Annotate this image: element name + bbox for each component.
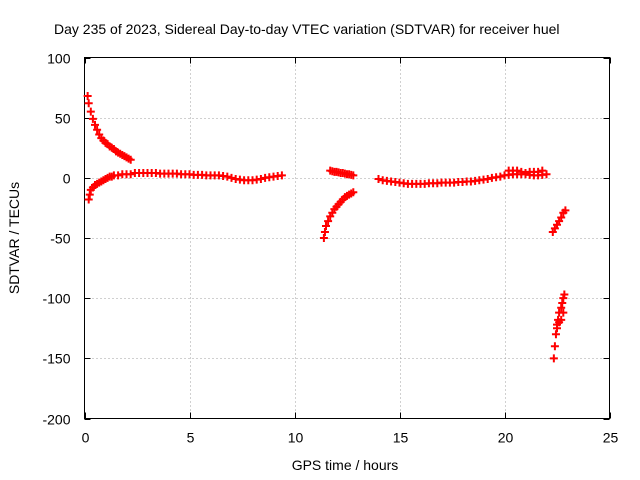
data-point (93, 125, 102, 134)
data-point (483, 175, 492, 184)
data-series (319, 188, 358, 242)
x-tick-label: 20 (498, 430, 514, 446)
x-axis-title: GPS time / hours (292, 457, 399, 473)
data-series (549, 290, 569, 363)
y-axis-title: SDTVAR / TECUs (6, 182, 22, 294)
grid (84, 57, 610, 419)
data-point (551, 330, 560, 339)
ticks (84, 57, 611, 420)
chart-title: Day 235 of 2023, Sidereal Day-to-day VTE… (54, 21, 560, 37)
x-tick-label: 0 (82, 430, 90, 446)
data-point (557, 315, 566, 324)
data-point (550, 342, 559, 351)
data-point (517, 167, 526, 176)
data-point (542, 170, 551, 179)
data-point (557, 303, 566, 312)
y-tick-label: 100 (47, 51, 71, 67)
data-point (256, 175, 265, 184)
data-point (227, 173, 236, 182)
x-tick-label: 25 (603, 430, 619, 446)
data-point (349, 171, 358, 180)
data-point (126, 170, 135, 179)
data-point (84, 195, 93, 204)
data-series (548, 206, 570, 236)
x-tick-label: 15 (393, 430, 409, 446)
y-tick-label: -100 (42, 291, 70, 307)
data-point (91, 120, 99, 129)
data-point (86, 107, 95, 116)
data-points (83, 92, 570, 363)
y-tick-label: -50 (50, 231, 70, 247)
x-tick-label: 10 (288, 430, 304, 446)
data-series (84, 169, 286, 204)
data-point (277, 171, 286, 180)
data-point (84, 99, 93, 108)
data-point (83, 92, 92, 101)
data-point (521, 169, 530, 178)
y-tick-label: 0 (63, 171, 71, 187)
data-point (114, 171, 123, 180)
plot-frame (84, 57, 610, 419)
data-point (126, 155, 135, 164)
data-point (88, 114, 97, 123)
data-point (561, 206, 570, 215)
data-point (513, 166, 522, 175)
data-series (374, 170, 551, 188)
data-point (558, 298, 567, 307)
data-point (559, 308, 568, 317)
data-point (560, 290, 569, 299)
data-point (320, 227, 329, 236)
data-point (324, 217, 333, 226)
data-point (496, 172, 505, 181)
data-point (223, 172, 232, 181)
data-series (326, 166, 358, 180)
data-point (85, 190, 94, 199)
y-tick-label: -150 (42, 351, 70, 367)
data-point (557, 213, 566, 222)
data-series (83, 92, 135, 164)
tick-labels: 0 5 10 15 20 25 -200 -150 -100 -50 0 50 100 (42, 51, 618, 446)
y-tick-label: 50 (55, 111, 71, 127)
data-series (504, 166, 547, 178)
data-point (549, 354, 558, 363)
data-point (538, 166, 547, 175)
data-point (322, 221, 330, 230)
data-point (374, 175, 383, 184)
y-tick-label: -200 (42, 412, 70, 428)
data-point (319, 234, 328, 242)
data-point (349, 188, 358, 197)
x-tick-label: 5 (187, 430, 195, 446)
data-point (534, 167, 543, 176)
